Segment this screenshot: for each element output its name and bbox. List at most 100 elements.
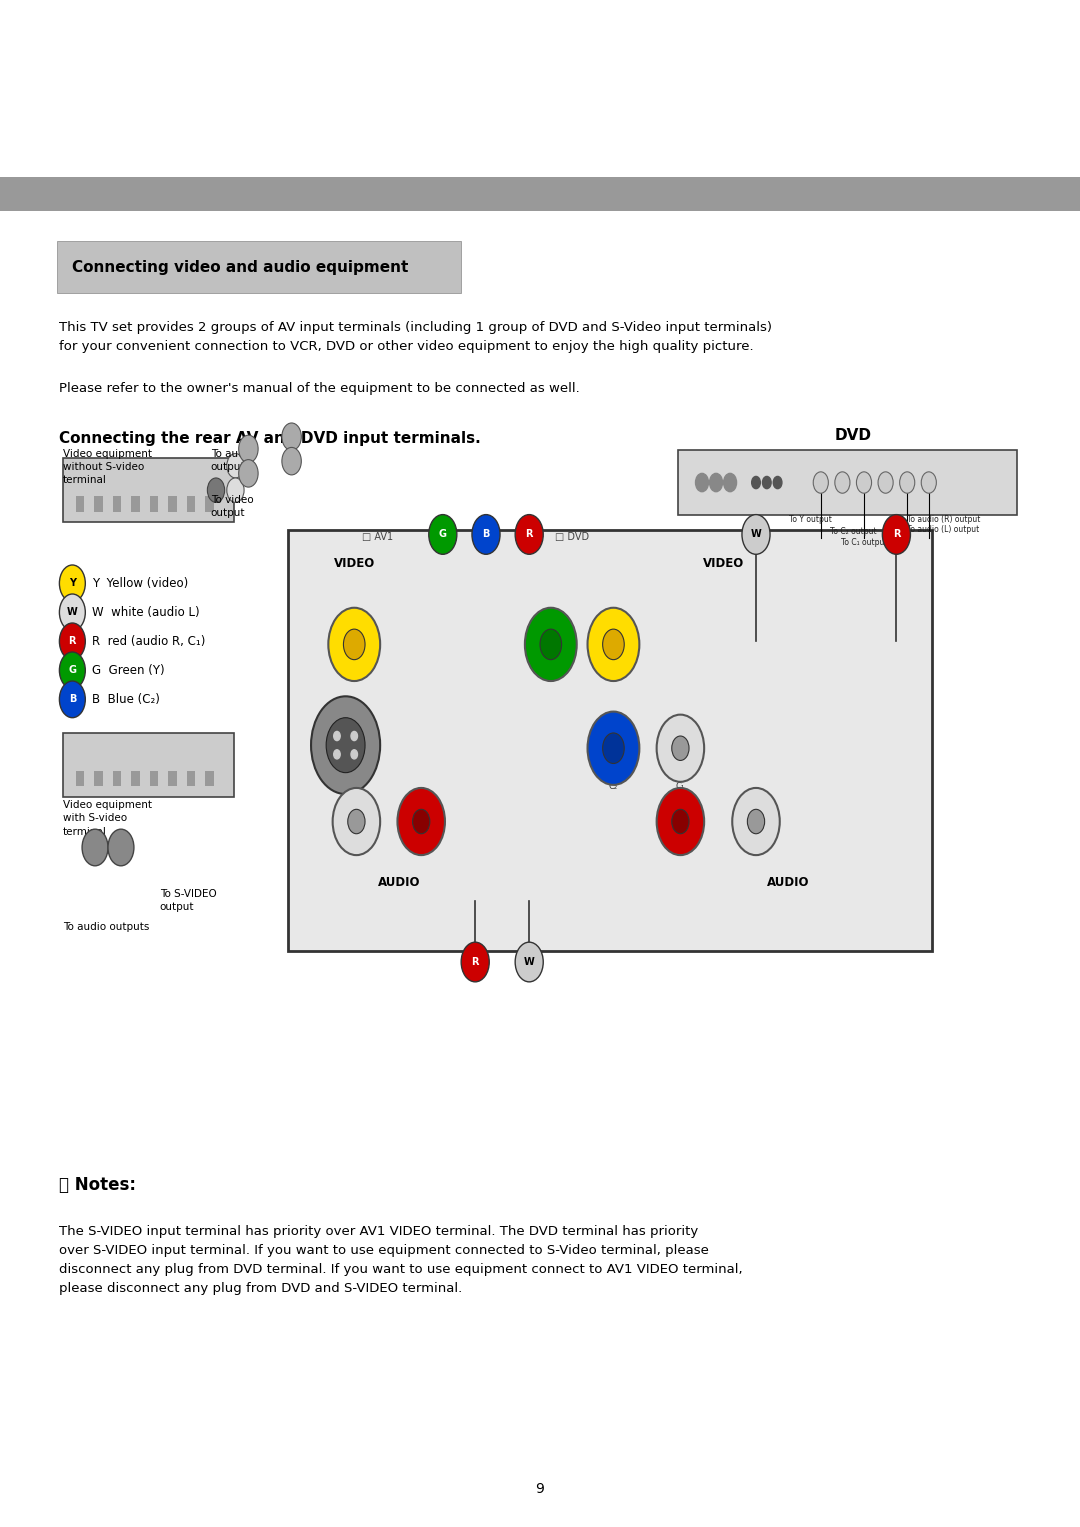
FancyBboxPatch shape xyxy=(205,496,214,512)
Circle shape xyxy=(82,829,108,866)
Circle shape xyxy=(742,515,770,554)
Text: C₂: C₂ xyxy=(609,782,618,791)
Text: Y  Yellow (video): Y Yellow (video) xyxy=(92,577,188,589)
FancyBboxPatch shape xyxy=(150,771,159,786)
FancyBboxPatch shape xyxy=(168,496,177,512)
Circle shape xyxy=(472,515,500,554)
FancyBboxPatch shape xyxy=(63,458,234,522)
Circle shape xyxy=(351,731,357,741)
Text: The S-VIDEO input terminal has priority over AV1 VIDEO terminal. The DVD termina: The S-VIDEO input terminal has priority … xyxy=(59,1225,743,1295)
Circle shape xyxy=(207,478,225,502)
Circle shape xyxy=(540,629,562,660)
Text: R  red (audio R, C₁): R red (audio R, C₁) xyxy=(92,635,205,647)
Text: To video
output: To video output xyxy=(211,495,253,518)
Text: To audio (L) output: To audio (L) output xyxy=(907,525,980,534)
Circle shape xyxy=(239,460,258,487)
Circle shape xyxy=(921,472,936,493)
FancyBboxPatch shape xyxy=(76,496,84,512)
Text: Video equipment
with S-video
terminal: Video equipment with S-video terminal xyxy=(63,800,151,837)
Circle shape xyxy=(657,715,704,782)
Circle shape xyxy=(710,473,723,492)
Text: □ AV1: □ AV1 xyxy=(363,531,393,542)
FancyBboxPatch shape xyxy=(94,496,103,512)
FancyBboxPatch shape xyxy=(76,771,84,786)
Text: G: G xyxy=(438,530,447,539)
FancyBboxPatch shape xyxy=(131,771,139,786)
Circle shape xyxy=(856,472,872,493)
Circle shape xyxy=(672,736,689,760)
FancyBboxPatch shape xyxy=(150,496,159,512)
FancyBboxPatch shape xyxy=(63,733,234,797)
Circle shape xyxy=(59,681,85,718)
Circle shape xyxy=(588,712,639,785)
Circle shape xyxy=(333,788,380,855)
Text: To audio outputs: To audio outputs xyxy=(63,922,149,933)
Text: VIDEO: VIDEO xyxy=(703,557,744,571)
Text: This TV set provides 2 groups of AV input terminals (including 1 group of DVD an: This TV set provides 2 groups of AV inpu… xyxy=(59,321,772,353)
Circle shape xyxy=(762,476,771,489)
Circle shape xyxy=(227,478,244,502)
Text: □ DVD: □ DVD xyxy=(555,531,590,542)
Circle shape xyxy=(59,623,85,660)
FancyBboxPatch shape xyxy=(112,496,121,512)
FancyBboxPatch shape xyxy=(94,771,103,786)
Circle shape xyxy=(282,423,301,450)
Circle shape xyxy=(724,473,737,492)
Text: G: G xyxy=(68,666,77,675)
Circle shape xyxy=(108,829,134,866)
Text: VIDEO: VIDEO xyxy=(334,557,375,571)
Circle shape xyxy=(311,696,380,794)
Circle shape xyxy=(334,731,340,741)
Circle shape xyxy=(429,515,457,554)
Text: G  Green (Y): G Green (Y) xyxy=(92,664,164,676)
Text: R: R xyxy=(472,957,478,967)
FancyBboxPatch shape xyxy=(168,771,177,786)
Circle shape xyxy=(326,718,365,773)
Circle shape xyxy=(588,608,639,681)
Text: W: W xyxy=(91,867,99,878)
Text: To C₁ output: To C₁ output xyxy=(840,538,888,547)
Circle shape xyxy=(397,788,445,855)
Text: W  white (audio L): W white (audio L) xyxy=(92,606,200,618)
Circle shape xyxy=(696,473,708,492)
Text: R: R xyxy=(893,530,900,539)
Text: C₁: C₁ xyxy=(676,782,685,791)
Text: To S-VIDEO
output: To S-VIDEO output xyxy=(160,889,217,912)
Circle shape xyxy=(413,809,430,834)
Text: To audio
outputs: To audio outputs xyxy=(211,449,254,472)
Circle shape xyxy=(882,515,910,554)
Circle shape xyxy=(525,608,577,681)
Circle shape xyxy=(732,788,780,855)
Text: AUDIO: AUDIO xyxy=(767,876,810,889)
Text: Connecting video and audio equipment: Connecting video and audio equipment xyxy=(72,260,408,275)
Circle shape xyxy=(813,472,828,493)
FancyBboxPatch shape xyxy=(0,177,1080,211)
Text: ⓘ Notes:: ⓘ Notes: xyxy=(59,1176,136,1194)
Circle shape xyxy=(752,476,760,489)
Text: W: W xyxy=(524,957,535,967)
Text: To Y output: To Y output xyxy=(788,515,832,524)
FancyBboxPatch shape xyxy=(288,530,932,951)
Circle shape xyxy=(239,435,258,463)
Text: Y: Y xyxy=(69,579,76,588)
Text: To audio (R) output: To audio (R) output xyxy=(907,515,981,524)
Text: To C₂ output: To C₂ output xyxy=(829,527,877,536)
Circle shape xyxy=(878,472,893,493)
Text: Connecting the rear AV and DVD input terminals.: Connecting the rear AV and DVD input ter… xyxy=(59,431,482,446)
Text: AUDIO: AUDIO xyxy=(378,876,421,889)
Text: B  Blue (C₂): B Blue (C₂) xyxy=(92,693,160,705)
Text: W: W xyxy=(67,608,78,617)
Circle shape xyxy=(773,476,782,489)
Circle shape xyxy=(59,565,85,602)
Circle shape xyxy=(328,608,380,681)
Circle shape xyxy=(59,652,85,689)
Text: R: R xyxy=(526,530,532,539)
Circle shape xyxy=(603,629,624,660)
Text: DVD: DVD xyxy=(835,428,872,443)
FancyBboxPatch shape xyxy=(57,241,461,293)
Text: B: B xyxy=(69,695,76,704)
Text: S-VIDEO: S-VIDEO xyxy=(319,759,368,768)
Text: 9: 9 xyxy=(536,1481,544,1496)
Circle shape xyxy=(672,809,689,834)
Text: R: R xyxy=(69,637,76,646)
